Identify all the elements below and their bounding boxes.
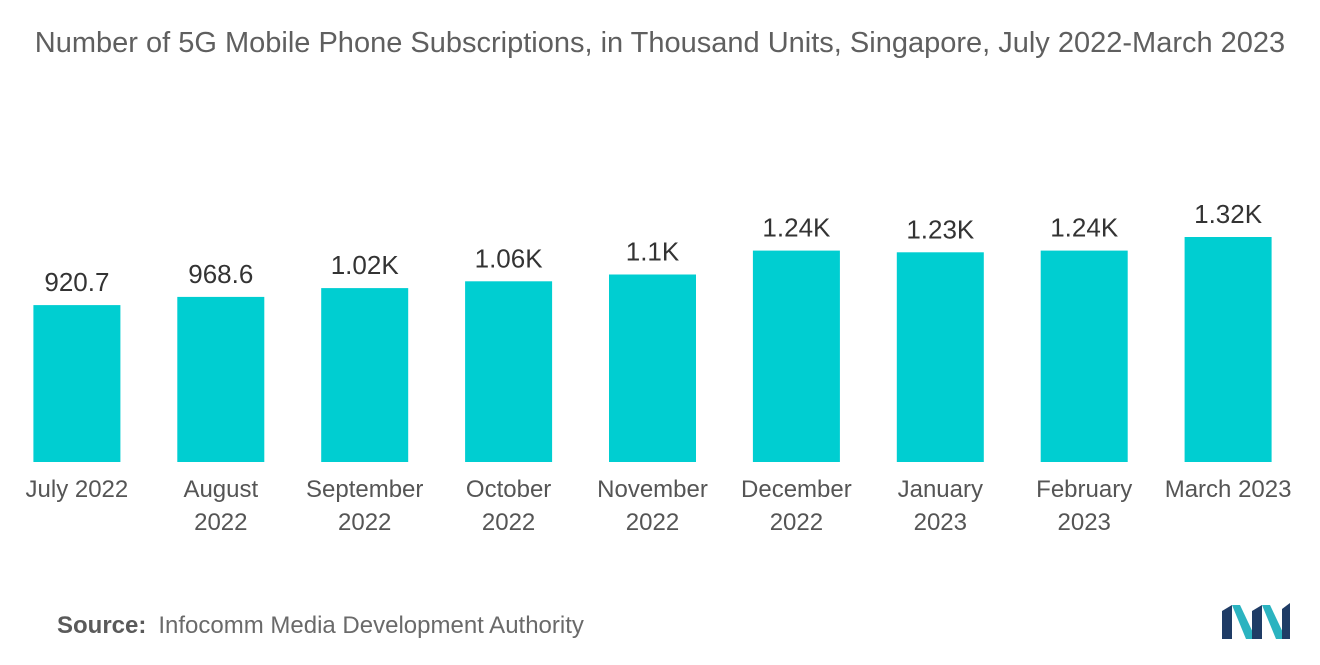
bar-0 [33, 305, 121, 462]
bar-7 [1040, 250, 1128, 462]
x-tick-label-2: September 2022 [306, 476, 423, 536]
chart-title: Number of 5G Mobile Phone Subscriptions,… [0, 24, 1320, 62]
x-tick-label-7: February 2023 [1036, 476, 1132, 536]
data-label-7: 1.24K [1050, 213, 1119, 243]
source-line: Source: Infocomm Media Development Author… [57, 612, 584, 640]
x-tick-label-4: November 2022 [597, 476, 708, 536]
data-label-8: 1.32K [1194, 199, 1263, 229]
bar-3 [465, 281, 553, 462]
x-tick-label-0: July 2022 [26, 476, 129, 503]
chart-title-text: Number of 5G Mobile Phone Subscriptions,… [34, 27, 1286, 59]
bar-1 [177, 296, 265, 462]
data-label-5: 1.24K [762, 213, 831, 243]
data-label-2: 1.02K [331, 250, 400, 280]
bar-8 [1184, 237, 1272, 462]
data-label-6: 1.23K [906, 214, 975, 244]
x-tick-label-6: January 2023 [898, 476, 983, 536]
data-label-1: 968.6 [188, 259, 253, 289]
data-label-0: 920.7 [44, 267, 109, 297]
source-text: Infocomm Media Development Authority [158, 612, 584, 639]
bar-6 [896, 252, 984, 462]
bar-chart: 920.7 July 2022 968.6 August 2022 1.02K Septem… [26, 199, 1292, 536]
x-tick-label-8: March 2023 [1165, 476, 1292, 503]
x-tick-label-3: October 2022 [466, 476, 551, 536]
x-tick-label-5: December 2022 [741, 476, 852, 536]
bar-2 [321, 288, 409, 462]
data-label-4: 1.1K [626, 237, 680, 267]
bar-5 [752, 250, 840, 462]
mordor-intelligence-logo-icon [1222, 603, 1290, 639]
bar-4 [609, 274, 696, 462]
data-label-3: 1.06K [475, 243, 544, 273]
x-tick-label-1: August 2022 [183, 476, 258, 536]
source-label: Source: [57, 612, 147, 639]
